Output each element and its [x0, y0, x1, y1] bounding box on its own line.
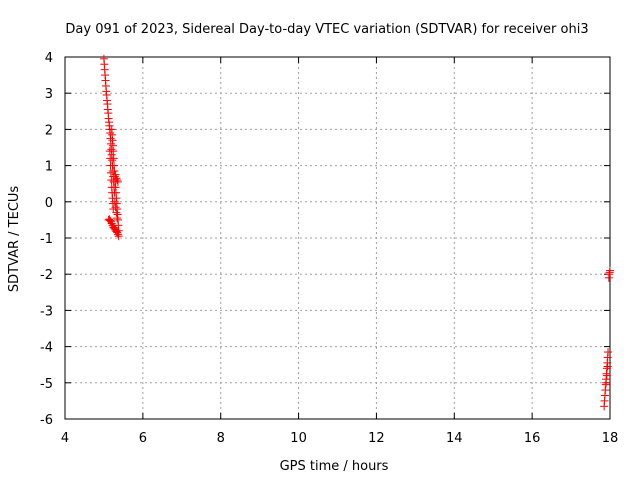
data-point [112, 174, 121, 183]
x-tick-label: 14 [446, 431, 463, 446]
data-point [602, 371, 611, 380]
y-tick-label: 1 [45, 160, 53, 175]
data-points [99, 54, 614, 411]
y-tick-label: 3 [45, 87, 53, 102]
data-point [113, 176, 122, 185]
y-tick-label: -3 [40, 304, 53, 319]
x-tick-label: 8 [217, 431, 225, 446]
data-point [111, 203, 120, 212]
axis-ticks [64, 56, 611, 420]
y-tick-labels: -6 -5 -4 -3 -2 -1 0 1 2 3 4 [40, 51, 53, 428]
data-point [106, 217, 115, 226]
x-tick-label: 4 [61, 431, 69, 446]
data-point [110, 197, 119, 206]
x-tick-labels: 4 6 8 10 12 14 16 18 [61, 431, 618, 446]
data-point [109, 154, 118, 163]
data-point [606, 266, 614, 275]
data-point [113, 230, 122, 239]
data-point [107, 219, 116, 228]
x-tick-label: 18 [602, 431, 619, 446]
data-point [114, 232, 123, 241]
data-point [113, 214, 122, 223]
y-tick-label: 4 [45, 51, 53, 66]
x-axis-label: GPS time / hours [280, 459, 389, 474]
data-point [109, 147, 118, 156]
data-point [111, 170, 120, 179]
data-point [106, 168, 115, 177]
chart-title: Day 091 of 2023, Sidereal Day-to-day VTE… [65, 22, 588, 37]
data-point [112, 208, 121, 217]
y-tick-label: -2 [40, 268, 53, 283]
y-tick-label: 0 [45, 196, 53, 211]
data-point [604, 348, 613, 357]
data-point [602, 378, 611, 387]
x-tick-label: 10 [290, 431, 307, 446]
data-point [113, 177, 122, 186]
y-tick-label: -6 [40, 413, 53, 428]
y-tick-label: -4 [40, 341, 53, 356]
x-tick-label: 12 [368, 431, 385, 446]
data-point [113, 228, 122, 237]
data-point [603, 362, 612, 371]
y-tick-label: -5 [40, 377, 53, 392]
y-tick-label: -1 [40, 232, 53, 247]
x-tick-label: 16 [524, 431, 541, 446]
grid [65, 57, 610, 419]
y-tick-label: 2 [45, 123, 53, 138]
y-axis-label: SDTVAR / TECUs [7, 186, 22, 293]
x-tick-label: 6 [139, 431, 147, 446]
